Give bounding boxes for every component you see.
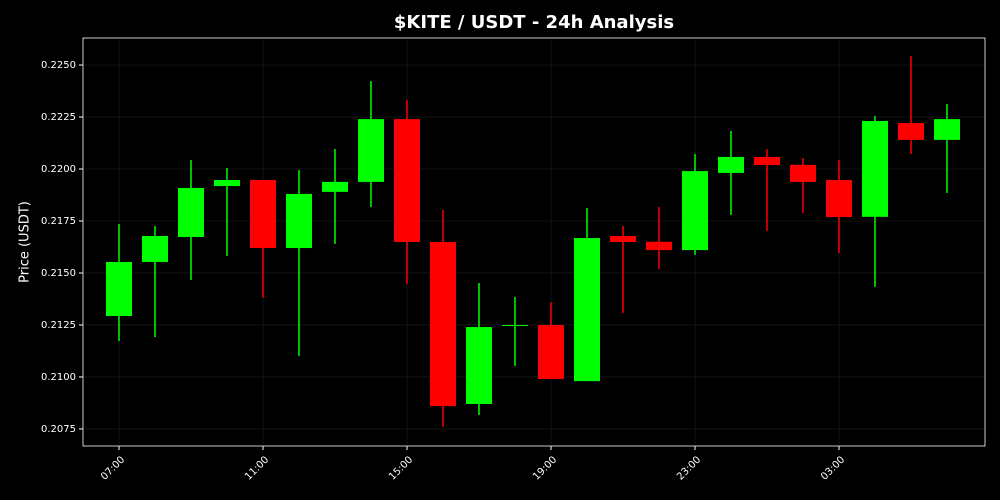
candle-body [754, 156, 780, 166]
y-tick-label: 0.2225 [41, 112, 76, 123]
candle-body [934, 119, 960, 140]
candle-body [214, 180, 240, 187]
candle-body [826, 180, 852, 218]
candle-body [394, 119, 420, 242]
candle-body [250, 180, 276, 249]
candle-body [682, 171, 708, 251]
candle-body [178, 187, 204, 238]
candle-body [466, 327, 492, 404]
candle-body [358, 119, 384, 182]
candle-body [718, 156, 744, 173]
y-tick-label: 0.2075 [41, 424, 76, 435]
candle-body [574, 238, 600, 382]
candle-body [646, 241, 672, 251]
y-axis-label: Price (USDT) [18, 201, 33, 283]
candle-body [322, 181, 348, 192]
y-tick-label: 0.2200 [41, 164, 76, 175]
plot-area [82, 37, 986, 447]
y-tick-label: 0.2175 [41, 216, 76, 227]
chart-title: $KITE / USDT - 24h Analysis [394, 12, 674, 33]
y-tick-label: 0.2100 [41, 372, 76, 383]
candle-body [142, 235, 168, 262]
y-tick-label: 0.2150 [41, 268, 76, 279]
candle-body [430, 242, 456, 407]
candle-body [898, 123, 924, 140]
candle-body [538, 324, 564, 380]
candle-body [106, 261, 132, 317]
y-tick-label: 0.2125 [41, 320, 76, 331]
y-tick-label: 0.2250 [41, 60, 76, 71]
candle-body [286, 193, 312, 249]
candle-body [610, 235, 636, 242]
candle-body [790, 164, 816, 182]
candle-body [862, 120, 888, 217]
candle-body [502, 324, 528, 326]
